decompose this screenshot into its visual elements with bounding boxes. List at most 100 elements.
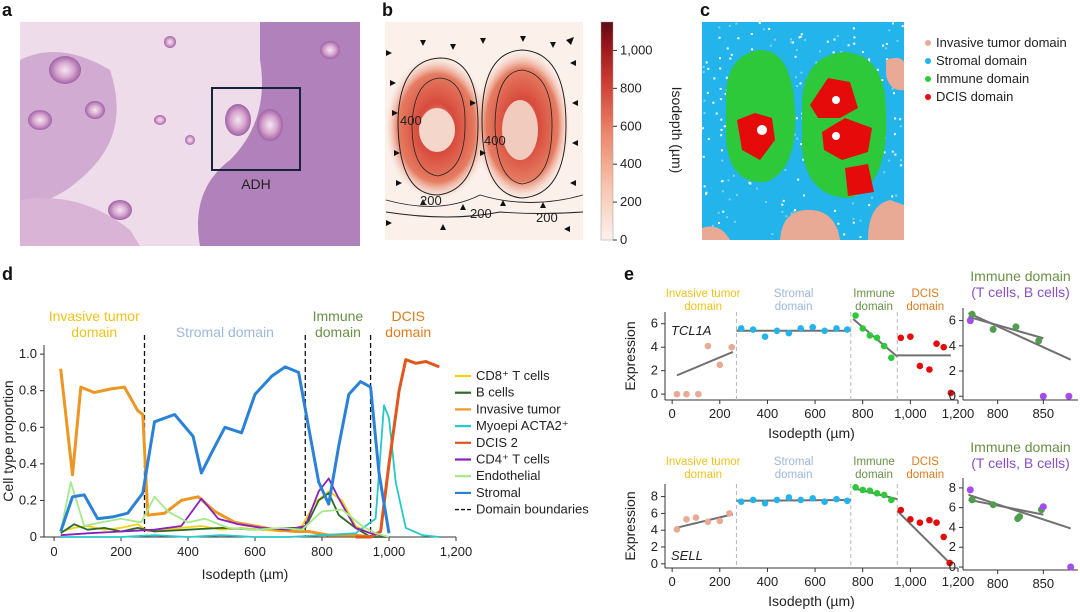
stromal-speckle-dot — [861, 50, 864, 53]
domain-label: domain — [906, 301, 944, 313]
x-tick-label: 1,200 — [440, 544, 473, 559]
stromal-speckle-dot — [719, 67, 722, 70]
contour-label: 200 — [470, 206, 492, 221]
y-tick-label: 4 — [651, 339, 658, 354]
stromal-speckle-dot — [891, 150, 894, 153]
x-tick-label: 600 — [804, 406, 826, 421]
data-point — [704, 342, 712, 350]
contour-label: 200 — [420, 193, 442, 208]
domain-label: domain — [855, 469, 893, 481]
gland-structure — [154, 115, 166, 125]
fit-line — [896, 510, 951, 564]
core-hole — [757, 125, 767, 135]
stromal-speckle-dot — [899, 159, 902, 162]
x-tick-label: 850 — [1032, 406, 1054, 421]
data-point — [880, 491, 888, 499]
gene-name: SELL — [671, 548, 703, 563]
stromal-speckle-dot — [730, 53, 733, 56]
data-point — [859, 486, 867, 494]
stromal-speckle-dot — [785, 215, 788, 218]
legend-label: Stromal domain — [936, 53, 1027, 68]
stromal-speckle-dot — [794, 133, 797, 136]
stromal-speckle-dot — [797, 178, 800, 181]
stromal-speckle-dot — [718, 36, 721, 39]
stromal-speckle-dot — [852, 221, 855, 224]
data-point — [968, 310, 976, 318]
data-point — [737, 498, 745, 505]
x-tick-label: 800 — [987, 406, 1009, 421]
data-point — [897, 506, 905, 514]
data-point — [968, 496, 976, 504]
stromal-speckle-dot — [724, 92, 727, 95]
stromal-speckle-dot — [715, 112, 718, 115]
stromal-speckle-dot — [769, 44, 772, 47]
tcl1a-expression-chart: 0 2 4 6 0 200 400 600 800 1,000 1,200 Isodepth (µm)… — [622, 288, 974, 441]
domain-label: domain — [775, 301, 813, 313]
stromal-speckle-dot — [881, 79, 884, 82]
domain-label: Invasive tumor — [666, 288, 741, 300]
data-point — [907, 515, 914, 523]
stromal-speckle-dot — [882, 44, 885, 47]
x-tick-label: 400 — [757, 406, 779, 421]
x-tick-label: 1,000 — [373, 544, 406, 559]
stromal-speckle-dot — [899, 125, 902, 128]
stromal-speckle-dot — [720, 118, 723, 121]
x-tick-label: 200 — [709, 406, 731, 421]
data-point — [704, 518, 712, 526]
dcis-domain-region — [845, 164, 874, 196]
contour-label: 200 — [536, 210, 558, 225]
stromal-speckle-dot — [712, 101, 715, 104]
data-point — [695, 390, 702, 398]
colorbar-tick-label: 200 — [620, 194, 642, 209]
contour-label: 400 — [484, 133, 506, 148]
y-tick-label: 6 — [949, 500, 956, 515]
colorbar-tick-label: 400 — [620, 156, 642, 171]
legend-marker — [925, 76, 931, 82]
stromal-speckle-dot — [859, 236, 862, 239]
stromal-speckle-dot — [833, 38, 836, 41]
legend-marker — [925, 40, 931, 46]
data-point — [873, 334, 881, 342]
legend-marker — [925, 94, 931, 100]
roi-label: ADH — [241, 176, 271, 192]
data-point — [907, 333, 914, 340]
stromal-speckle-dot — [888, 159, 891, 162]
stromal-speckle-dot — [727, 179, 730, 182]
sell-immune-inset-chart: 0 2 4 6 8 800 850 Immune domain(T cells, B cell… — [949, 439, 1078, 591]
colorbar — [600, 21, 614, 241]
stromal-speckle-dot — [725, 76, 728, 79]
legend-marker — [925, 58, 931, 64]
stromal-speckle-dot — [894, 117, 897, 120]
stromal-speckle-dot — [790, 41, 793, 44]
colorbar-tick-label: 0 — [620, 232, 627, 247]
stromal-speckle-dot — [723, 125, 726, 128]
domain-label: Invasive tumor — [666, 456, 741, 468]
stromal-speckle-dot — [885, 42, 888, 45]
stromal-speckle-dot — [891, 87, 894, 90]
stromal-speckle-dot — [886, 58, 889, 61]
invasive-tumor-region — [886, 57, 904, 91]
legend-label: Domain boundaries — [476, 502, 589, 517]
domain-label: Stromal — [774, 456, 814, 468]
domain-label: Invasive tumor — [49, 308, 140, 324]
stromal-speckle-dot — [794, 55, 797, 58]
stromal-speckle-dot — [705, 61, 708, 64]
stromal-speckle-dot — [794, 76, 797, 79]
stromal-speckle-dot — [826, 40, 829, 43]
stromal-speckle-dot — [803, 194, 806, 197]
stromal-speckle-dot — [883, 171, 886, 174]
domain-label: domain — [906, 469, 944, 481]
stromal-speckle-dot — [748, 181, 751, 184]
gland-structure — [49, 56, 81, 84]
gland-structure — [185, 135, 195, 145]
stromal-speckle-dot — [852, 217, 855, 220]
panel-label-b: b — [382, 0, 393, 20]
domain-label: domain — [684, 301, 722, 313]
data-point — [728, 343, 735, 351]
stromal-speckle-dot — [796, 85, 799, 88]
stromal-speckle-dot — [893, 133, 896, 136]
gland-structure — [85, 101, 105, 119]
x-tick-label: 0 — [669, 574, 676, 589]
